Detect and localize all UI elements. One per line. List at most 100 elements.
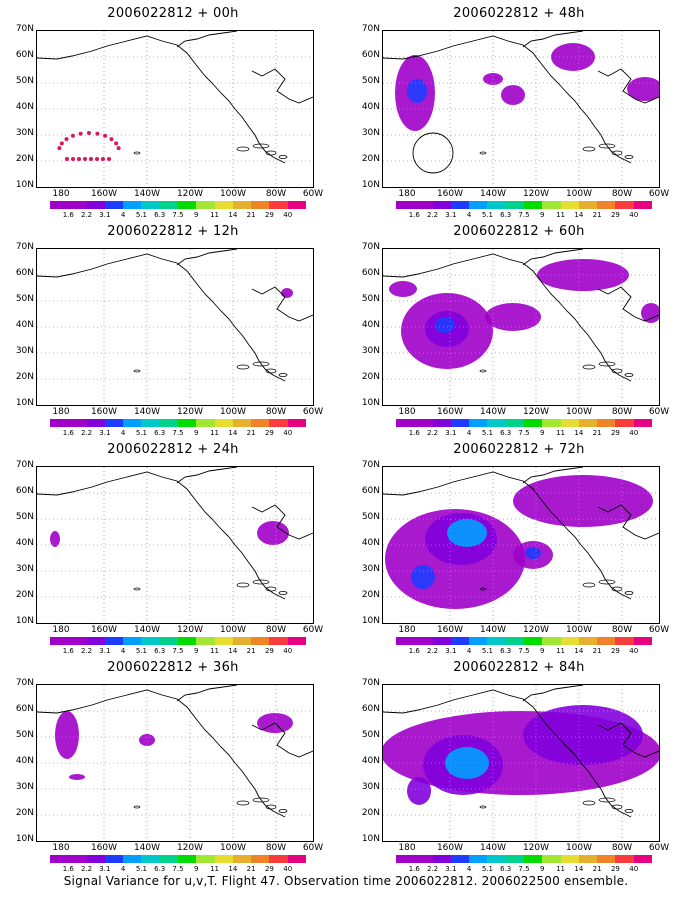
island-outline [479, 805, 487, 809]
chart-panel: 2006022812 + 48h 70N 60N 50N 40N 30N 20N 10N 180… [346, 0, 692, 219]
lat-tick-label: 20N [361, 372, 380, 382]
island-outline [611, 150, 623, 156]
coastline [37, 685, 313, 818]
colorbar-label: 14 [228, 429, 238, 437]
colorbar-label: 3.1 [99, 429, 111, 437]
colorbar-label: 40 [629, 865, 639, 873]
coastline [37, 467, 313, 600]
lon-tick-label: 160W [90, 843, 118, 853]
island-outline [624, 809, 634, 813]
colorbar-swatch [633, 201, 652, 209]
coastline [383, 467, 659, 600]
colorbar-swatch [523, 855, 543, 863]
variance-contour [485, 303, 541, 331]
lon-tick-label: 160W [436, 407, 464, 417]
observation-point [57, 146, 62, 151]
island-outline [479, 369, 487, 373]
colorbar-label: 29 [610, 647, 620, 655]
colorbar-swatch [560, 201, 579, 209]
colorbar-label: 1.6 [62, 865, 74, 873]
colorbar-swatch [269, 201, 288, 209]
colorbar-swatch [450, 201, 470, 209]
observation-point [107, 157, 111, 161]
colorbar-swatch [633, 637, 652, 645]
observation-point [103, 133, 108, 138]
observation-point [101, 157, 105, 161]
colorbar-swatch [396, 419, 415, 427]
colorbar-label: 29 [264, 647, 274, 655]
colorbar-swatch [287, 637, 306, 645]
colorbar-label: 21 [246, 429, 256, 437]
colorbar-swatch [432, 855, 451, 863]
colorbar-label: 3.1 [445, 865, 457, 873]
colorbar-label: 6.3 [500, 647, 512, 655]
colorbar-swatch [196, 201, 215, 209]
lat-tick-label: 70N [361, 24, 380, 34]
colorbar-label: 2.2 [80, 865, 93, 873]
lon-tick-label: 80W [265, 625, 287, 635]
lon-tick-label: 140W [479, 843, 507, 853]
lon-tick-label: 80W [265, 189, 287, 199]
colorbar-label: 21 [592, 429, 602, 437]
colorbar-label: 11 [210, 865, 220, 873]
colorbar-swatch [597, 855, 616, 863]
colorbar-swatch [469, 855, 488, 863]
lat-tick-label: 70N [15, 242, 34, 252]
colorbar-label: 9 [540, 865, 545, 873]
colorbar-swatch [523, 201, 543, 209]
lon-tick-label: 140W [479, 407, 507, 417]
chart-panel: 2006022812 + 24h 70N 60N 50N 40N 30N 20N 10N 180… [0, 436, 346, 655]
colorbar-label: 5.1 [481, 211, 493, 219]
colorbar-swatch [214, 637, 233, 645]
lat-tick-label: 60N [361, 704, 380, 714]
colorbar-swatch [505, 637, 524, 645]
island-outline [611, 586, 623, 592]
lat-tick-label: 30N [361, 128, 380, 138]
colorbar-label: 6.3 [500, 429, 512, 437]
colorbar-label: 1.6 [408, 647, 420, 655]
colorbar-swatch [251, 855, 270, 863]
coastline [383, 249, 659, 382]
colorbar-label: 40 [283, 647, 293, 655]
variance-contour [501, 85, 525, 105]
lat-tick-label: 50N [15, 294, 34, 304]
colorbar-label: 7.5 [518, 211, 530, 219]
colorbar-label: 2.2 [80, 647, 93, 655]
map-plot-area [36, 684, 314, 842]
colorbar [396, 637, 652, 645]
lon-tick-label: 100W [219, 189, 247, 199]
colorbar-label: 1.6 [62, 429, 74, 437]
colorbar-swatch [487, 201, 506, 209]
colorbar-swatch [396, 637, 415, 645]
colorbar-label: 29 [610, 429, 620, 437]
colorbar-swatch [560, 855, 579, 863]
colorbar-label: 7.5 [518, 865, 530, 873]
variance-contour [551, 43, 595, 71]
colorbar-swatch [505, 855, 524, 863]
lat-tick-label: 30N [361, 564, 380, 574]
colorbar-swatch [396, 855, 415, 863]
panel-title: 2006022812 + 60h [453, 224, 585, 239]
colorbar-swatch [68, 419, 87, 427]
island-outline [133, 587, 141, 591]
lat-tick-label: 40N [361, 538, 380, 548]
lat-tick-label: 60N [15, 50, 34, 60]
colorbar-label: 11 [556, 429, 566, 437]
lat-tick-label: 30N [15, 782, 34, 792]
variance-contour [523, 705, 643, 765]
variance-contour [50, 531, 60, 547]
colorbar-label: 29 [610, 865, 620, 873]
island-outline [265, 368, 277, 374]
colorbar-swatch [269, 419, 288, 427]
colorbar-swatch [633, 855, 652, 863]
map-plot-area [382, 248, 660, 406]
colorbar-label: 3.1 [445, 647, 457, 655]
lon-tick-label: 60W [302, 189, 324, 199]
colorbar-label: 3.1 [99, 647, 111, 655]
colorbar-label: 2.2 [80, 211, 93, 219]
colorbar-label: 29 [264, 865, 274, 873]
colorbar-swatch [232, 637, 252, 645]
colorbar-label: 6.3 [500, 865, 512, 873]
lon-tick-label: 160W [90, 625, 118, 635]
coastline [383, 31, 659, 164]
